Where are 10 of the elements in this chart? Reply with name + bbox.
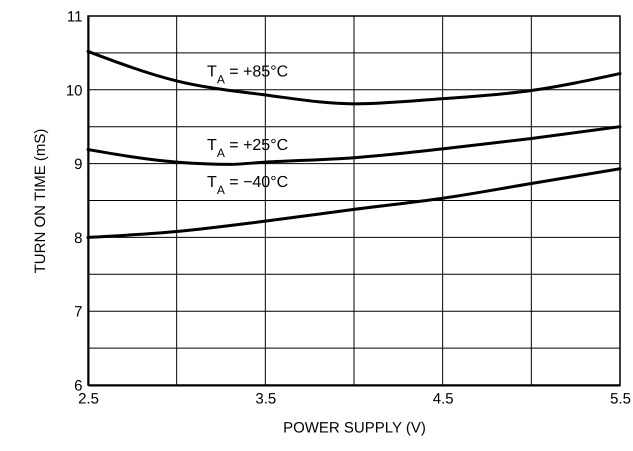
x-axis-title: POWER SUPPLY (V) bbox=[283, 420, 426, 436]
x-tick-label: 5.5 bbox=[610, 390, 631, 408]
y-tick-label: 11 bbox=[66, 8, 82, 26]
x-tick-label: 4.5 bbox=[432, 390, 454, 408]
y-axis-title: TURN ON TIME (mS) bbox=[32, 128, 49, 274]
y-tick-label: 9 bbox=[74, 156, 82, 174]
y-tick-label: 10 bbox=[66, 82, 82, 100]
y-tick-label: 7 bbox=[74, 304, 82, 321]
x-tick-label: 3.5 bbox=[255, 390, 276, 408]
y-tick-label: 8 bbox=[74, 230, 82, 247]
